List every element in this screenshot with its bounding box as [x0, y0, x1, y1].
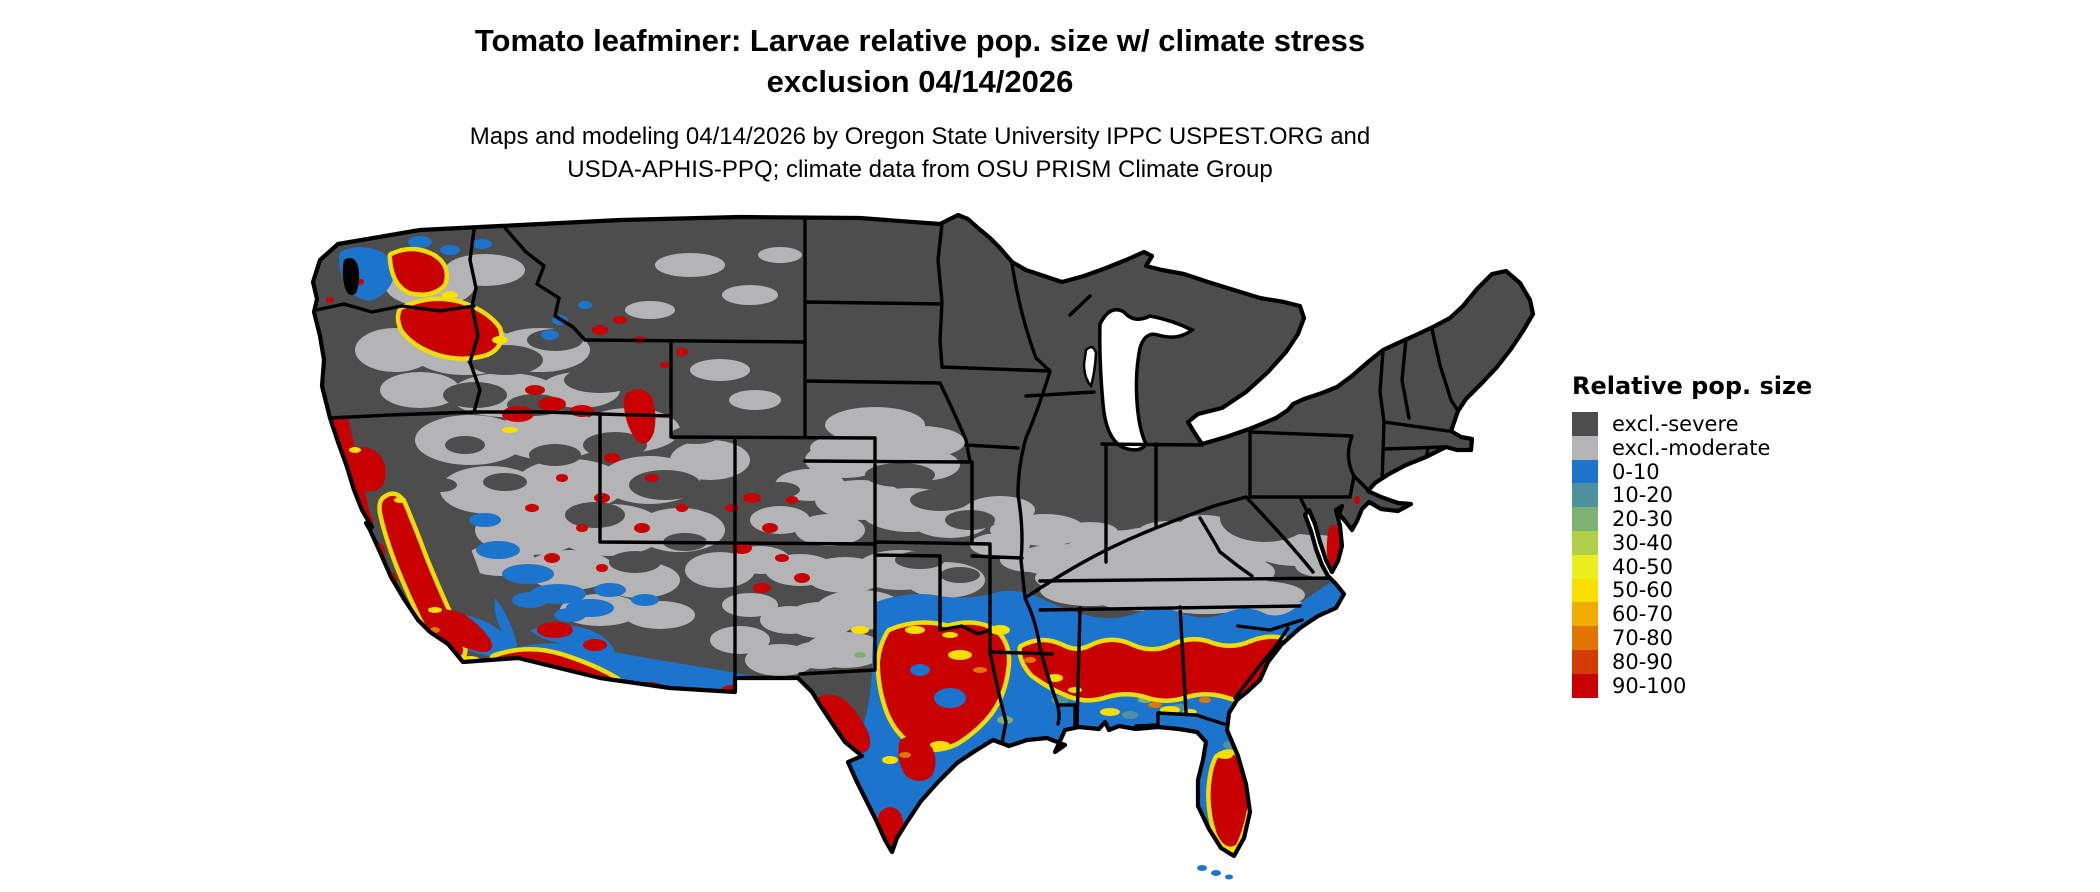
lake-michigan [1098, 308, 1196, 452]
legend-row: 60-70 [1572, 602, 1812, 626]
legend-row: excl.-severe [1572, 412, 1812, 436]
legend-row: 10-20 [1572, 483, 1812, 507]
legend-title: Relative pop. size [1572, 372, 1813, 400]
legend-row: 30-40 [1572, 531, 1812, 555]
legend-row: excl.-moderate [1572, 436, 1812, 460]
legend-row: 20-30 [1572, 507, 1812, 531]
green-bay [1082, 345, 1098, 389]
legend-swatch [1572, 673, 1598, 698]
legend-swatch [1572, 507, 1598, 531]
state-borders [314, 218, 1460, 745]
legend-swatch [1572, 412, 1598, 436]
legend-swatch [1572, 530, 1598, 555]
us-map-svg [310, 212, 1536, 880]
legend-swatch [1572, 554, 1598, 579]
legend-label: 70-80 [1612, 626, 1674, 651]
legend-swatch [1572, 483, 1598, 508]
us-map [300, 200, 1580, 892]
legend-swatch [1572, 626, 1598, 650]
legend-label: 50-60 [1612, 578, 1674, 603]
map-legend: Relative pop. size excl.-severe excl.-mod… [1572, 372, 1812, 698]
legend-label: 80-90 [1612, 649, 1674, 674]
legend-label: excl.-moderate [1612, 435, 1771, 460]
legend-row: 80-90 [1572, 650, 1812, 674]
florida-keys [1197, 865, 1233, 880]
legend-label: excl.-severe [1612, 411, 1739, 436]
legend-swatch [1572, 435, 1598, 460]
legend-label: 90-100 [1612, 673, 1687, 698]
legend-swatch [1572, 602, 1598, 627]
map-title: Tomato leafminer: Larvae relative pop. s… [0, 20, 1840, 102]
map-title-line2: exclusion 04/14/2026 [766, 64, 1074, 99]
map-subtitle-line2: USDA-APHIS-PPQ; climate data from OSU PR… [567, 156, 1273, 183]
map-subtitle: Maps and modeling 04/14/2026 by Oregon S… [0, 120, 1840, 186]
legend-row: 40-50 [1572, 555, 1812, 579]
puget-sound [342, 258, 360, 296]
legend-label: 20-30 [1612, 507, 1674, 532]
legend-row: 0-10 [1572, 460, 1812, 484]
legend-items: excl.-severe excl.-moderate 0-10 10-20 20-30… [1572, 412, 1812, 698]
legend-swatch [1572, 578, 1598, 603]
legend-row: 70-80 [1572, 626, 1812, 650]
legend-swatch [1572, 649, 1598, 674]
legend-label: 0-10 [1612, 459, 1660, 484]
legend-label: 60-70 [1612, 602, 1674, 627]
us-outline [310, 212, 1536, 859]
map-title-line1: Tomato leafminer: Larvae relative pop. s… [474, 23, 1366, 58]
legend-label: 10-20 [1612, 483, 1674, 508]
map-subtitle-line1: Maps and modeling 04/14/2026 by Oregon S… [469, 123, 1371, 150]
legend-label: 40-50 [1612, 554, 1674, 579]
legend-row: 50-60 [1572, 578, 1812, 603]
legend-row: 90-100 [1572, 674, 1812, 698]
legend-label: 30-40 [1612, 530, 1674, 555]
legend-swatch [1572, 459, 1598, 484]
